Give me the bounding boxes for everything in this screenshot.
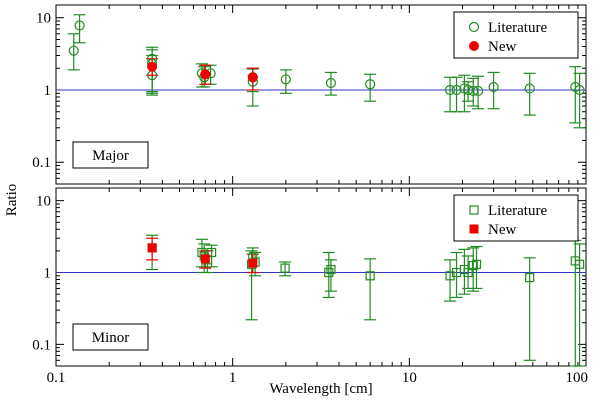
- legend-new-marker: [469, 41, 479, 51]
- y-tick-label: 1: [44, 266, 52, 282]
- literature-point: [471, 259, 482, 269]
- literature-point: [207, 247, 217, 258]
- major-panel: 0.1 1 10 Literature New Major: [32, 4, 587, 185]
- literature-point: [326, 264, 336, 275]
- new-point: [147, 243, 157, 253]
- literature-point: [463, 267, 473, 278]
- literature-point: [462, 84, 474, 96]
- legend-literature-label: Literature: [488, 20, 547, 36]
- literature-point: [472, 85, 484, 97]
- panel-label-box: [72, 323, 149, 351]
- literature-point: [525, 272, 535, 283]
- legend-new-label: New: [488, 222, 516, 238]
- literature-point: [324, 267, 334, 278]
- literature-point: [280, 263, 290, 273]
- plot-frame: [55, 187, 587, 367]
- new-point: [200, 69, 211, 80]
- literature-point: [68, 45, 79, 56]
- y-tick-label: 10: [36, 11, 51, 27]
- minor-panel: 0.1 1 10 Literature New Minor 0.1 1 10 100: [32, 187, 589, 386]
- x-tick-label: 10: [402, 370, 417, 386]
- legend-literature-marker: [468, 21, 480, 33]
- literature-point: [488, 81, 499, 93]
- literature-point: [468, 85, 479, 97]
- legend-literature-marker: [469, 205, 479, 215]
- y-tick-label: 0.1: [32, 155, 51, 171]
- literature-point: [445, 271, 455, 281]
- new-point: [247, 72, 258, 83]
- y-tick-label: 1: [44, 83, 52, 99]
- literature-point: [451, 84, 462, 96]
- x-axis-label: Wavelength [cm]: [269, 381, 372, 397]
- new-point: [147, 61, 158, 72]
- literature-point: [365, 79, 376, 90]
- panel-label-box: [72, 141, 149, 169]
- x-tick-label: 100: [566, 370, 589, 386]
- new-point: [200, 254, 210, 264]
- literature-point: [280, 74, 291, 85]
- literature-point: [575, 259, 585, 269]
- y-tick-label: 10: [36, 194, 51, 210]
- panel-label: Minor: [92, 330, 130, 346]
- literature-point: [325, 77, 337, 89]
- literature-point: [524, 83, 535, 94]
- literature-point: [574, 84, 585, 96]
- x-tick-label: 0.1: [47, 370, 66, 386]
- legend-new-label: New: [488, 39, 516, 55]
- new-point: [248, 258, 258, 268]
- x-tick-label: 1: [229, 370, 237, 386]
- legend-literature-label: Literature: [488, 203, 547, 219]
- y-axis-label: Ratio: [4, 184, 20, 217]
- panel-label: Major: [92, 148, 129, 164]
- plot-frame: [55, 4, 587, 185]
- literature-point: [74, 20, 85, 31]
- literature-point: [365, 271, 375, 281]
- y-tick-label: 0.1: [32, 337, 51, 353]
- literature-point: [468, 260, 478, 271]
- literature-point: [444, 84, 456, 96]
- legend-new-marker: [469, 224, 479, 234]
